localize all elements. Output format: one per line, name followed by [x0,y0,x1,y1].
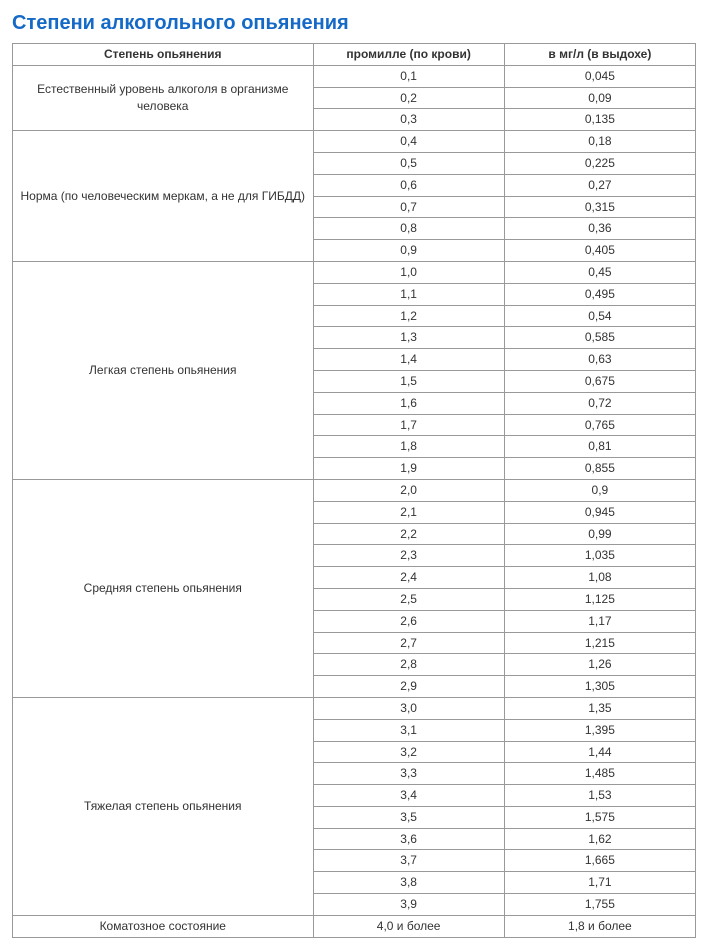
mgl-cell: 1,125 [504,588,695,610]
promille-cell: 0,1 [313,65,504,87]
promille-cell: 1,3 [313,327,504,349]
mgl-cell: 0,09 [504,87,695,109]
promille-cell: 0,4 [313,131,504,153]
mgl-cell: 0,225 [504,152,695,174]
mgl-cell: 0,495 [504,283,695,305]
promille-cell: 1,1 [313,283,504,305]
promille-cell: 2,4 [313,567,504,589]
mgl-cell: 1,035 [504,545,695,567]
promille-cell: 0,3 [313,109,504,131]
promille-cell: 0,6 [313,174,504,196]
promille-cell: 1,7 [313,414,504,436]
table-row: Легкая степень опьянения1,00,45 [13,261,696,283]
promille-cell: 1,2 [313,305,504,327]
stage-cell: Средняя степень опьянения [13,479,314,697]
promille-cell: 2,2 [313,523,504,545]
mgl-cell: 0,54 [504,305,695,327]
mgl-cell: 1,17 [504,610,695,632]
mgl-cell: 1,62 [504,828,695,850]
promille-cell: 1,5 [313,370,504,392]
promille-cell: 2,0 [313,479,504,501]
mgl-cell: 0,36 [504,218,695,240]
mgl-cell: 0,765 [504,414,695,436]
promille-cell: 3,3 [313,763,504,785]
promille-cell: 2,8 [313,654,504,676]
mgl-cell: 1,8 и более [504,915,695,937]
promille-cell: 0,8 [313,218,504,240]
promille-cell: 1,4 [313,349,504,371]
promille-cell: 3,8 [313,872,504,894]
promille-cell: 0,9 [313,240,504,262]
mgl-cell: 0,72 [504,392,695,414]
mgl-cell: 1,35 [504,697,695,719]
promille-cell: 3,4 [313,785,504,807]
mgl-cell: 1,665 [504,850,695,872]
mgl-cell: 0,315 [504,196,695,218]
mgl-cell: 0,855 [504,458,695,480]
promille-cell: 2,7 [313,632,504,654]
mgl-cell: 0,99 [504,523,695,545]
promille-cell: 4,0 и более [313,915,504,937]
mgl-cell: 1,44 [504,741,695,763]
stage-cell: Естественный уровень алкоголя в организм… [13,65,314,130]
table-row: Норма (по человеческим меркам, а не для … [13,131,696,153]
promille-cell: 3,0 [313,697,504,719]
promille-cell: 0,7 [313,196,504,218]
mgl-cell: 0,81 [504,436,695,458]
promille-cell: 1,9 [313,458,504,480]
mgl-cell: 1,26 [504,654,695,676]
mgl-cell: 0,585 [504,327,695,349]
mgl-cell: 0,45 [504,261,695,283]
page-title: Степени алкогольного опьянения [12,12,696,35]
stage-cell: Коматозное состояние [13,915,314,937]
mgl-cell: 0,27 [504,174,695,196]
table-row: Естественный уровень алкоголя в организм… [13,65,696,87]
promille-cell: 3,7 [313,850,504,872]
mgl-cell: 1,08 [504,567,695,589]
mgl-cell: 1,71 [504,872,695,894]
mgl-cell: 0,18 [504,131,695,153]
promille-cell: 1,0 [313,261,504,283]
promille-cell: 3,2 [313,741,504,763]
table-body: Естественный уровень алкоголя в организм… [13,65,696,937]
promille-cell: 2,3 [313,545,504,567]
promille-cell: 1,6 [313,392,504,414]
mgl-cell: 1,215 [504,632,695,654]
intoxication-table: Степень опьянения промилле (по крови) в … [12,43,696,938]
promille-cell: 1,8 [313,436,504,458]
col-promille: промилле (по крови) [313,44,504,66]
stage-cell: Легкая степень опьянения [13,261,314,479]
col-stage: Степень опьянения [13,44,314,66]
mgl-cell: 0,135 [504,109,695,131]
table-row: Тяжелая степень опьянения3,01,35 [13,697,696,719]
promille-cell: 3,6 [313,828,504,850]
mgl-cell: 1,755 [504,894,695,916]
mgl-cell: 0,045 [504,65,695,87]
mgl-cell: 1,485 [504,763,695,785]
promille-cell: 2,5 [313,588,504,610]
col-mgl: в мг/л (в выдохе) [504,44,695,66]
promille-cell: 2,9 [313,676,504,698]
mgl-cell: 1,305 [504,676,695,698]
mgl-cell: 1,395 [504,719,695,741]
stage-cell: Тяжелая степень опьянения [13,697,314,915]
mgl-cell: 1,53 [504,785,695,807]
promille-cell: 0,5 [313,152,504,174]
mgl-cell: 0,675 [504,370,695,392]
mgl-cell: 0,945 [504,501,695,523]
promille-cell: 0,2 [313,87,504,109]
mgl-cell: 0,9 [504,479,695,501]
table-row: Средняя степень опьянения2,00,9 [13,479,696,501]
mgl-cell: 0,63 [504,349,695,371]
table-row: Коматозное состояние4,0 и более1,8 и бол… [13,915,696,937]
mgl-cell: 0,405 [504,240,695,262]
table-header-row: Степень опьянения промилле (по крови) в … [13,44,696,66]
promille-cell: 2,6 [313,610,504,632]
promille-cell: 2,1 [313,501,504,523]
promille-cell: 3,1 [313,719,504,741]
stage-cell: Норма (по человеческим меркам, а не для … [13,131,314,262]
promille-cell: 3,9 [313,894,504,916]
